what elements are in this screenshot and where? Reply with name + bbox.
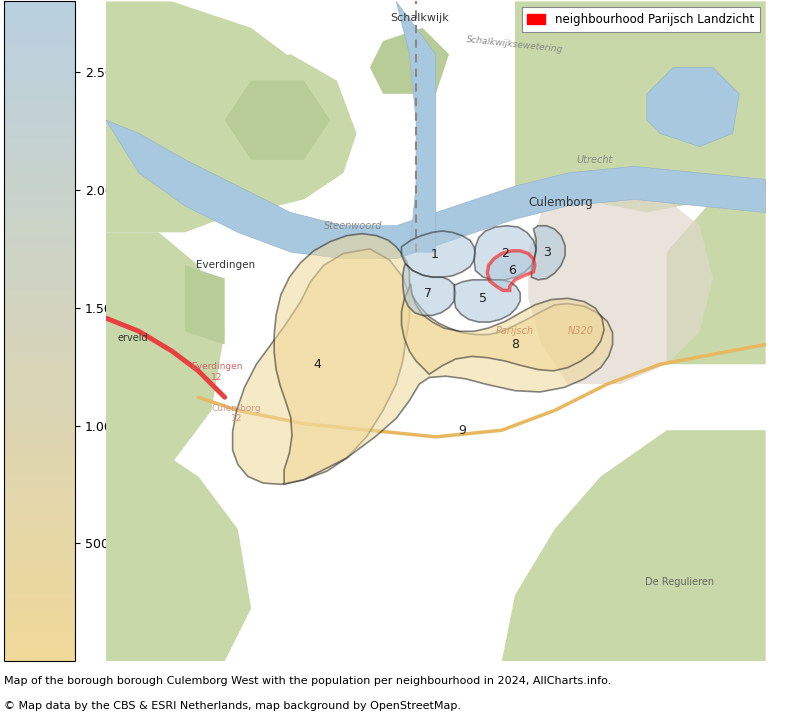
Polygon shape <box>233 249 410 485</box>
Text: 6: 6 <box>507 264 515 277</box>
Polygon shape <box>185 54 357 213</box>
Polygon shape <box>402 284 604 374</box>
Polygon shape <box>370 28 449 93</box>
Polygon shape <box>185 265 225 344</box>
Text: Schalkwijk: Schalkwijk <box>390 13 449 23</box>
Text: Parijsch: Parijsch <box>496 326 534 336</box>
Text: N320: N320 <box>568 326 594 336</box>
Text: 2: 2 <box>501 247 509 260</box>
Polygon shape <box>502 430 765 661</box>
Polygon shape <box>454 280 520 322</box>
Text: Utrecht: Utrecht <box>576 155 612 165</box>
Text: 9: 9 <box>458 423 466 436</box>
Polygon shape <box>667 186 765 365</box>
Text: 3: 3 <box>543 246 550 259</box>
Text: 1: 1 <box>430 248 438 261</box>
Polygon shape <box>647 68 739 147</box>
Text: De Regulieren: De Regulieren <box>646 577 715 587</box>
Text: 8: 8 <box>511 338 519 351</box>
Polygon shape <box>106 1 317 213</box>
Polygon shape <box>274 234 613 485</box>
Polygon shape <box>106 232 225 463</box>
Polygon shape <box>515 1 765 213</box>
Polygon shape <box>106 186 238 232</box>
Text: 4: 4 <box>313 358 321 371</box>
Text: Culemborg
12: Culemborg 12 <box>212 404 261 423</box>
Polygon shape <box>531 226 565 280</box>
Text: erveld: erveld <box>117 333 148 343</box>
Text: 5: 5 <box>480 292 488 305</box>
Polygon shape <box>402 231 476 278</box>
PathPatch shape <box>396 1 436 252</box>
Text: Everdingen
12: Everdingen 12 <box>191 362 242 382</box>
Polygon shape <box>106 450 251 661</box>
PathPatch shape <box>106 120 765 259</box>
Polygon shape <box>225 81 330 160</box>
Polygon shape <box>474 226 536 280</box>
Polygon shape <box>403 264 456 316</box>
Polygon shape <box>488 251 535 290</box>
Text: Schalkwijksewetering: Schalkwijksewetering <box>466 35 564 54</box>
Text: © Map data by the CBS & ESRI Netherlands, map background by OpenStreetMap.: © Map data by the CBS & ESRI Netherlands… <box>4 701 461 711</box>
Polygon shape <box>528 186 713 384</box>
Text: Everdingen: Everdingen <box>196 260 256 270</box>
Legend: neighbourhood Parijsch Landzicht: neighbourhood Parijsch Landzicht <box>522 7 760 32</box>
Text: Culemborg: Culemborg <box>529 196 594 209</box>
Text: Map of the borough borough Culemborg West with the population per neighbourhood : Map of the borough borough Culemborg Wes… <box>4 676 611 686</box>
Text: Steenwoord: Steenwoord <box>324 221 383 231</box>
Text: 7: 7 <box>424 287 432 300</box>
